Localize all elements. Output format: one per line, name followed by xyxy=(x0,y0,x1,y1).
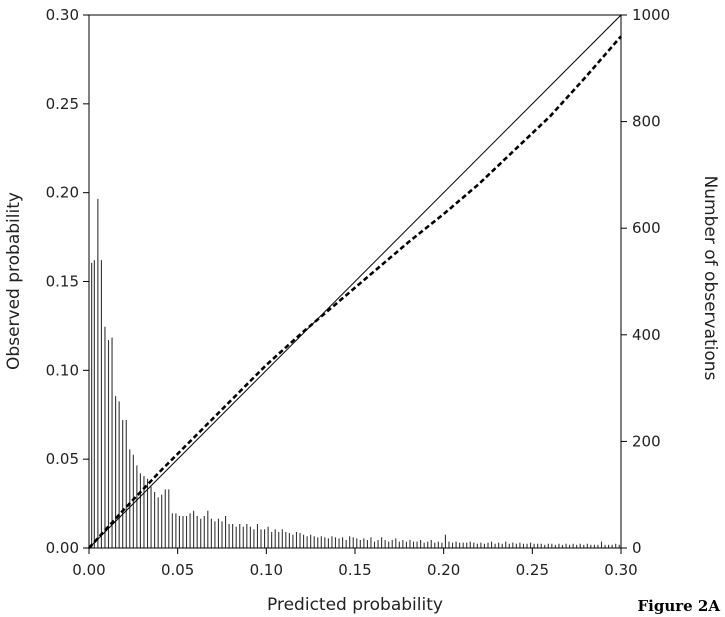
observed-calibration-line xyxy=(88,35,622,549)
axes xyxy=(83,14,627,554)
ideal-reference-line xyxy=(88,14,622,549)
figure-label: Figure 2A xyxy=(638,597,721,615)
y2-tick-label: 600 xyxy=(632,219,661,237)
y2-tick-label: 800 xyxy=(632,113,661,131)
y2-tick-label: 200 xyxy=(632,432,661,450)
y-tick-label: 0.25 xyxy=(46,95,79,113)
x-tick-label: 0.30 xyxy=(604,561,637,579)
y2-tick-label: 1000 xyxy=(632,6,670,24)
y-tick-label: 0.30 xyxy=(46,6,79,24)
histogram-bars xyxy=(91,198,620,548)
x-tick-label: 0.15 xyxy=(338,561,371,579)
y-tick-label: 0.10 xyxy=(46,361,79,379)
x-axis-title: Predicted probability xyxy=(267,595,443,615)
y-tick-label: 0.15 xyxy=(46,273,79,291)
x-tick-label: 0.20 xyxy=(427,561,460,579)
y-tick-label: 0.20 xyxy=(46,184,79,202)
y2-tick-label: 0 xyxy=(632,539,642,557)
y-tick-label: 0.05 xyxy=(46,450,79,468)
x-tick-label: 0.05 xyxy=(161,561,194,579)
calibration-lines xyxy=(88,14,622,549)
y2-tick-label: 400 xyxy=(632,326,661,344)
x-tick-label: 0.00 xyxy=(72,561,105,579)
y2-axis-title: Number of observations xyxy=(700,176,720,381)
y-axis-title: Observed probability xyxy=(4,192,24,370)
x-tick-label: 0.10 xyxy=(250,561,283,579)
x-tick-label: 0.25 xyxy=(516,561,549,579)
labels: 0.00 0.05 0.10 0.15 0.20 0.25 0.30 0.00 0.05 0.10… xyxy=(46,6,671,579)
y-tick-label: 0.00 xyxy=(46,539,79,557)
